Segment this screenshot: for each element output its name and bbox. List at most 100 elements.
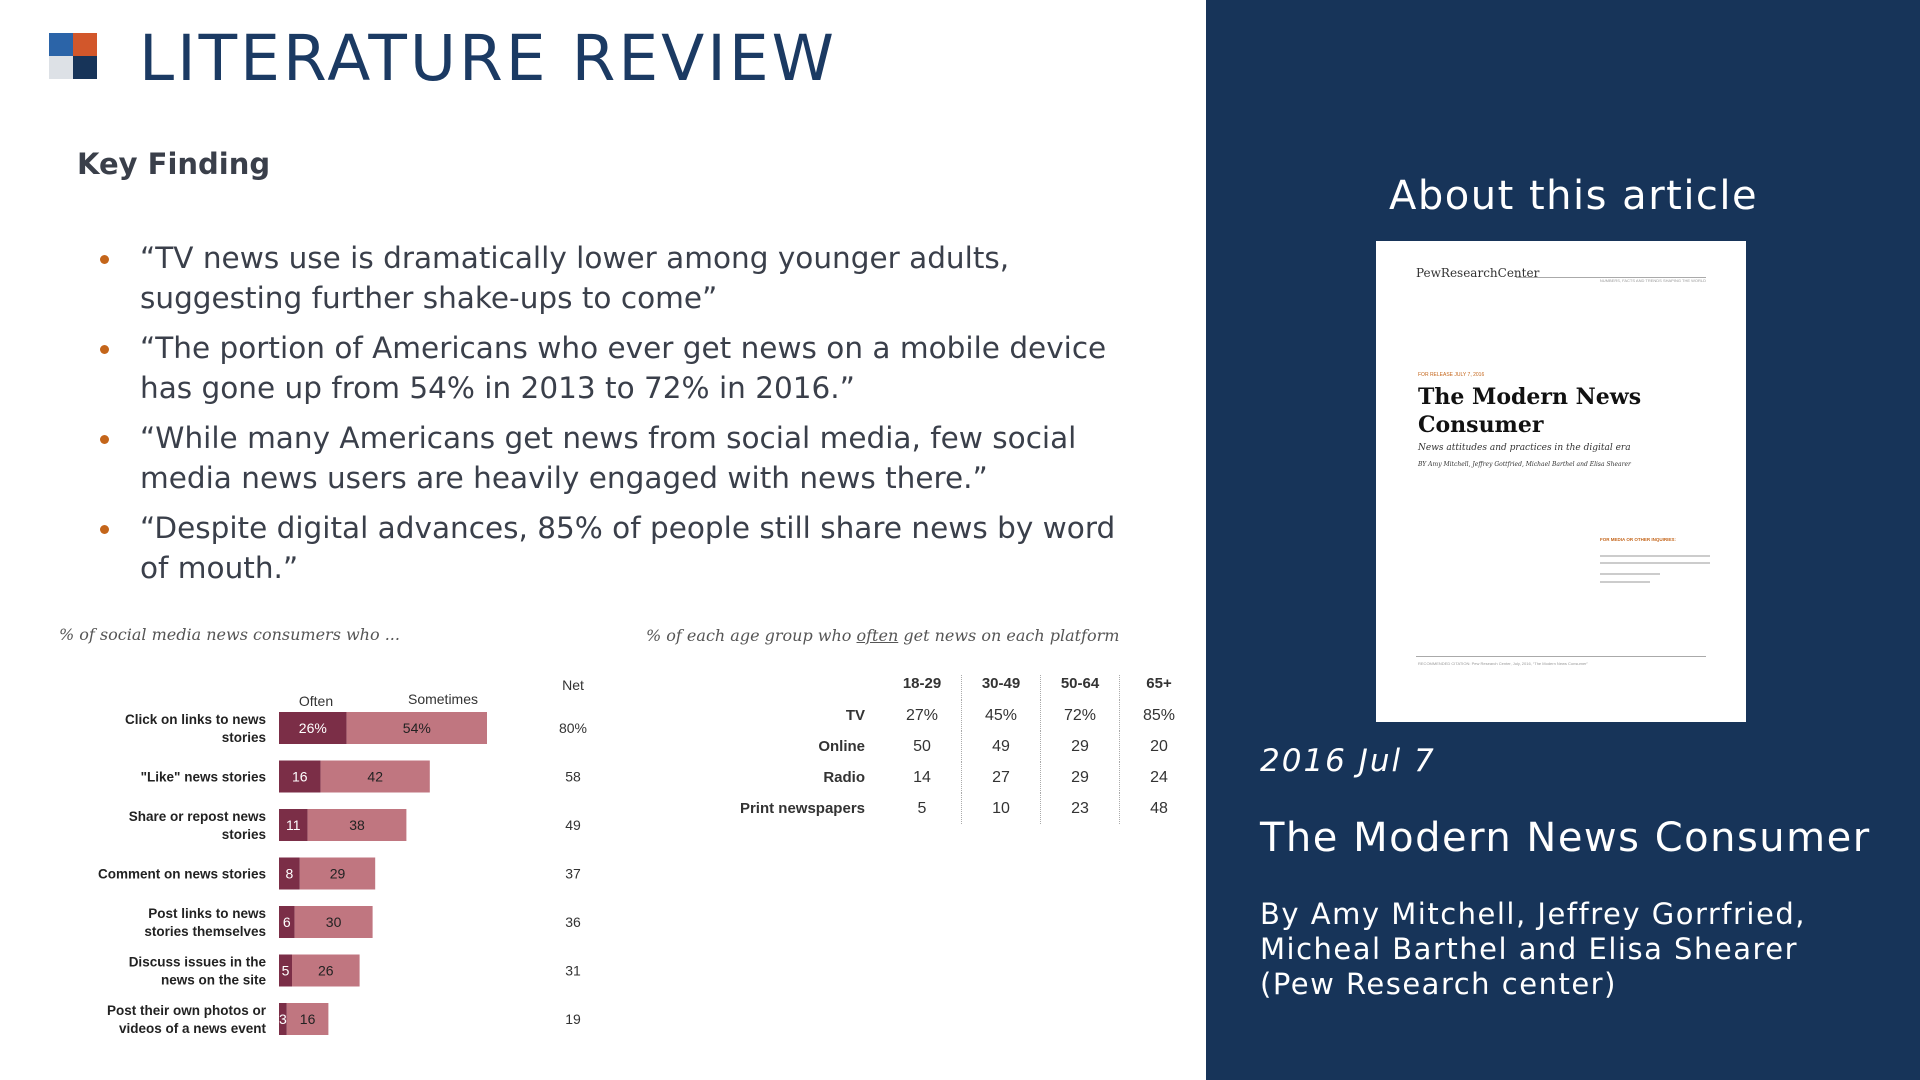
category-label: Click on links to news stories [125,712,266,745]
logo-square-bottom-right [73,56,97,79]
bar-sometimes [294,906,373,938]
category-label: Discuss issues in the news on the site [129,955,267,988]
cover-tagline: NUMBERS, FACTS AND TRENDS SHAPING THE WO… [1599,278,1706,283]
bullet-item: “The portion of Americans who ever get n… [96,328,1136,408]
net-value: 31 [565,963,581,979]
table-cell: 23 [1040,793,1120,824]
key-finding-heading: Key Finding [77,147,271,181]
cover-contact-line [1600,581,1650,583]
cover-contact-line [1600,562,1710,564]
logo-square-top-right [73,33,97,56]
bullet-text: “The portion of Americans who ever get n… [140,331,1107,405]
table-row: Online 50 49 29 20 [680,731,1198,762]
cover-divider [1516,277,1706,278]
bar-often [279,954,292,987]
net-value: 37 [565,866,581,882]
logo-square-bottom-left [49,56,73,79]
cover-media-inquiries: FOR MEDIA OR OTHER INQUIRIES: [1600,537,1676,542]
table-row: Radio 14 27 29 24 [680,762,1198,793]
cover-contact-line [1600,573,1660,575]
table-row-label: Online [818,738,865,755]
table-cell: 10 [961,793,1041,824]
category-label-line: Post links to news [148,906,266,921]
bar-often [279,809,308,841]
bullet-text: “While many Americans get news from soci… [140,421,1077,495]
table-header-cell: 65+ [1119,675,1198,700]
table-cell: 5 [917,799,927,817]
table-row-label: Radio [823,769,865,786]
bar-label-often: 26% [299,720,327,736]
cover-subtitle: News attitudes and practices in the digi… [1418,443,1631,453]
table-header-cell: 50-64 [1040,675,1120,700]
bar-sometimes [292,954,360,987]
bar-label-sometimes: 16 [300,1011,316,1027]
table-header-blank [680,675,883,700]
category-label: Comment on news stories [98,867,266,882]
category-label-line: videos of a news event [119,1021,267,1036]
net-value: 36 [565,914,581,930]
bar-label-often: 16 [292,769,308,785]
table-row: Print newspapers 5 10 23 48 [680,793,1198,824]
category-label-line: news on the site [161,973,267,988]
table-cell: 72% [1040,700,1120,731]
table-cell: 24 [1119,762,1198,793]
legend-label-often: Often [299,693,333,709]
legend-label-sometimes: Sometimes [408,691,478,707]
article-date: 2016 Jul 7 [1260,743,1436,779]
category-label-line: stories [222,730,266,745]
article-title: The Modern News Consumer [1260,815,1871,861]
bullet-dot-icon [100,525,109,534]
article-panel: About this article PewResearchCenter NUM… [1206,0,1920,1080]
table-cell: 29 [1040,762,1120,793]
cover-contact-line [1600,555,1710,557]
table-header-cell: 18-29 [902,675,942,692]
bar-label-often: 5 [282,963,290,979]
bullet-dot-icon [100,255,109,264]
category-label-line: Comment on news stories [98,867,266,882]
category-label-line: Share or repost news [129,809,266,824]
bar-sometimes [346,712,487,744]
category-label: Post their own photos or videos of a news… [107,1003,267,1036]
net-value: 19 [565,1011,581,1027]
bar-often [279,712,347,744]
category-label-line: stories themselves [144,924,266,939]
table-cell: 14 [913,768,931,786]
age-table-title: % of each age group who often get news o… [646,626,1119,645]
bar-often [279,857,300,890]
bar-sometimes [286,1003,329,1035]
bar-label-sometimes: 29 [330,866,346,882]
cover-title: The Modern News Consumer [1418,384,1642,438]
social-media-bar-chart: Often Sometimes Net Click on links to news s… [98,677,587,1036]
cover-byline: BY Amy Mitchell, Jeffrey Gottfried, Mich… [1418,461,1631,468]
logo-square-top-left [49,33,73,56]
key-finding-list: “TV news use is dramatically lower among… [96,238,1136,598]
table-row-label: Print newspapers [739,800,865,817]
bar-often [279,1003,287,1035]
age-table-title-emphasis: often [856,626,899,645]
bar-label-sometimes: 38 [349,817,365,833]
bar-label-often: 8 [286,866,294,882]
cover-divider [1416,656,1706,657]
category-label-line: "Like" news stories [141,770,266,785]
cover-citation: RECOMMENDED CITATION: Pew Research Cente… [1418,661,1588,666]
bar-label-sometimes: 54% [403,720,431,736]
table-row-label: TV [845,707,865,724]
net-value: 58 [565,769,581,785]
bar-often [279,906,295,938]
bar-sometimes [320,760,430,793]
category-label-line: Discuss issues in the [129,955,267,970]
net-value: 80% [559,720,587,736]
bar-often [279,760,321,793]
table-cell: 48 [1119,793,1198,824]
bullet-text: “Despite digital advances, 85% of people… [140,511,1116,585]
table-cell: 49 [961,731,1041,762]
social-chart-title: % of social media news consumers who ... [59,625,400,644]
bar-sometimes [299,857,376,890]
bullet-item: “Despite digital advances, 85% of people… [96,508,1136,588]
bullet-text: “TV news use is dramatically lower among… [140,241,1010,315]
table-cell: 50 [913,737,931,755]
age-table-title-before: % of each age group who [646,626,857,645]
logo [49,33,97,79]
bullet-dot-icon [100,435,109,444]
